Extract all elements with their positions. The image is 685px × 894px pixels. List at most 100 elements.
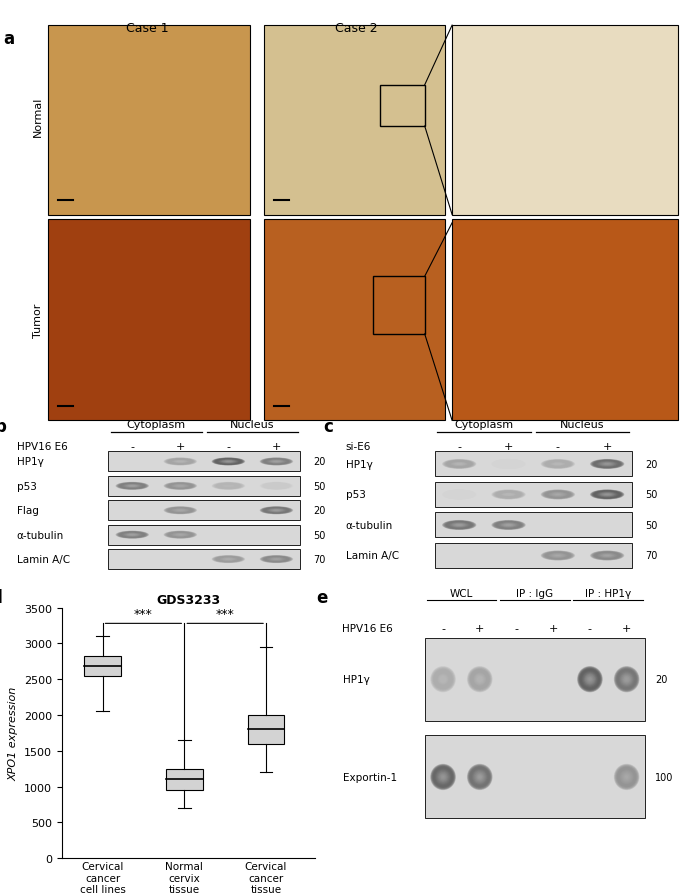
- Ellipse shape: [580, 670, 600, 689]
- Ellipse shape: [497, 522, 521, 529]
- Text: IP : IgG: IP : IgG: [516, 588, 553, 598]
- Ellipse shape: [619, 769, 635, 785]
- Ellipse shape: [430, 763, 456, 790]
- Ellipse shape: [543, 491, 573, 500]
- Ellipse shape: [116, 483, 148, 490]
- Ellipse shape: [262, 556, 291, 563]
- Ellipse shape: [499, 522, 519, 528]
- Ellipse shape: [269, 460, 284, 464]
- Ellipse shape: [546, 461, 570, 468]
- Ellipse shape: [600, 462, 614, 467]
- Ellipse shape: [497, 522, 520, 528]
- Ellipse shape: [585, 674, 595, 685]
- Text: Flag: Flag: [17, 506, 39, 516]
- Ellipse shape: [435, 769, 451, 786]
- Ellipse shape: [472, 769, 488, 785]
- Ellipse shape: [217, 557, 240, 562]
- Ellipse shape: [596, 492, 619, 498]
- Ellipse shape: [116, 483, 148, 490]
- Ellipse shape: [122, 484, 142, 489]
- Ellipse shape: [450, 462, 469, 467]
- Ellipse shape: [214, 483, 242, 490]
- Ellipse shape: [267, 557, 286, 561]
- Ellipse shape: [594, 552, 621, 560]
- Ellipse shape: [167, 532, 194, 538]
- Ellipse shape: [171, 533, 190, 537]
- Ellipse shape: [494, 491, 523, 499]
- Ellipse shape: [616, 669, 637, 690]
- Ellipse shape: [125, 534, 140, 536]
- Ellipse shape: [474, 772, 485, 782]
- Ellipse shape: [597, 553, 617, 559]
- Ellipse shape: [601, 462, 614, 467]
- Ellipse shape: [546, 492, 569, 498]
- Ellipse shape: [266, 557, 287, 562]
- Text: 70: 70: [645, 551, 658, 561]
- Ellipse shape: [432, 668, 454, 691]
- Ellipse shape: [599, 462, 615, 467]
- Ellipse shape: [501, 523, 515, 527]
- Ellipse shape: [444, 521, 475, 530]
- Ellipse shape: [168, 459, 193, 465]
- Ellipse shape: [450, 523, 469, 528]
- Ellipse shape: [472, 769, 488, 785]
- Ellipse shape: [471, 769, 488, 786]
- Ellipse shape: [597, 461, 618, 468]
- Ellipse shape: [577, 667, 602, 692]
- Ellipse shape: [166, 483, 195, 490]
- Text: Case 1: Case 1: [126, 22, 169, 35]
- FancyBboxPatch shape: [425, 736, 645, 819]
- Ellipse shape: [166, 459, 195, 466]
- Text: 50: 50: [313, 530, 325, 540]
- Ellipse shape: [599, 553, 616, 559]
- Text: -: -: [556, 442, 560, 451]
- Ellipse shape: [469, 766, 490, 788]
- Ellipse shape: [169, 460, 192, 465]
- Ellipse shape: [268, 509, 285, 512]
- Ellipse shape: [123, 533, 142, 537]
- Text: -: -: [588, 623, 592, 633]
- Ellipse shape: [166, 507, 195, 514]
- Ellipse shape: [116, 531, 148, 539]
- Ellipse shape: [165, 531, 195, 539]
- Ellipse shape: [452, 523, 466, 527]
- Ellipse shape: [548, 461, 568, 468]
- Ellipse shape: [593, 460, 621, 468]
- Ellipse shape: [215, 483, 241, 489]
- Ellipse shape: [592, 491, 623, 500]
- Ellipse shape: [619, 769, 634, 785]
- Ellipse shape: [597, 461, 617, 468]
- Ellipse shape: [495, 521, 523, 529]
- Ellipse shape: [614, 764, 639, 790]
- Ellipse shape: [125, 533, 140, 537]
- Ellipse shape: [498, 522, 519, 528]
- Ellipse shape: [596, 552, 619, 559]
- Ellipse shape: [593, 460, 622, 468]
- Ellipse shape: [548, 553, 568, 559]
- Ellipse shape: [166, 483, 194, 490]
- Ellipse shape: [619, 672, 634, 687]
- Ellipse shape: [216, 459, 240, 465]
- Ellipse shape: [543, 552, 573, 561]
- Ellipse shape: [169, 460, 191, 465]
- Ellipse shape: [264, 459, 289, 465]
- Ellipse shape: [495, 521, 523, 529]
- Ellipse shape: [121, 484, 143, 489]
- Ellipse shape: [221, 460, 236, 464]
- Ellipse shape: [599, 553, 615, 558]
- Ellipse shape: [442, 520, 477, 530]
- Ellipse shape: [262, 556, 290, 563]
- Ellipse shape: [582, 670, 599, 688]
- Ellipse shape: [493, 520, 525, 530]
- Text: Lamin A/C: Lamin A/C: [346, 551, 399, 561]
- Ellipse shape: [447, 460, 472, 468]
- Text: 20: 20: [645, 460, 658, 469]
- Text: Lamin A/C: Lamin A/C: [17, 554, 70, 564]
- Ellipse shape: [492, 520, 525, 530]
- Ellipse shape: [619, 770, 634, 784]
- Ellipse shape: [171, 484, 190, 489]
- FancyBboxPatch shape: [108, 477, 301, 496]
- FancyBboxPatch shape: [425, 638, 645, 721]
- Ellipse shape: [475, 772, 484, 781]
- Ellipse shape: [264, 459, 288, 465]
